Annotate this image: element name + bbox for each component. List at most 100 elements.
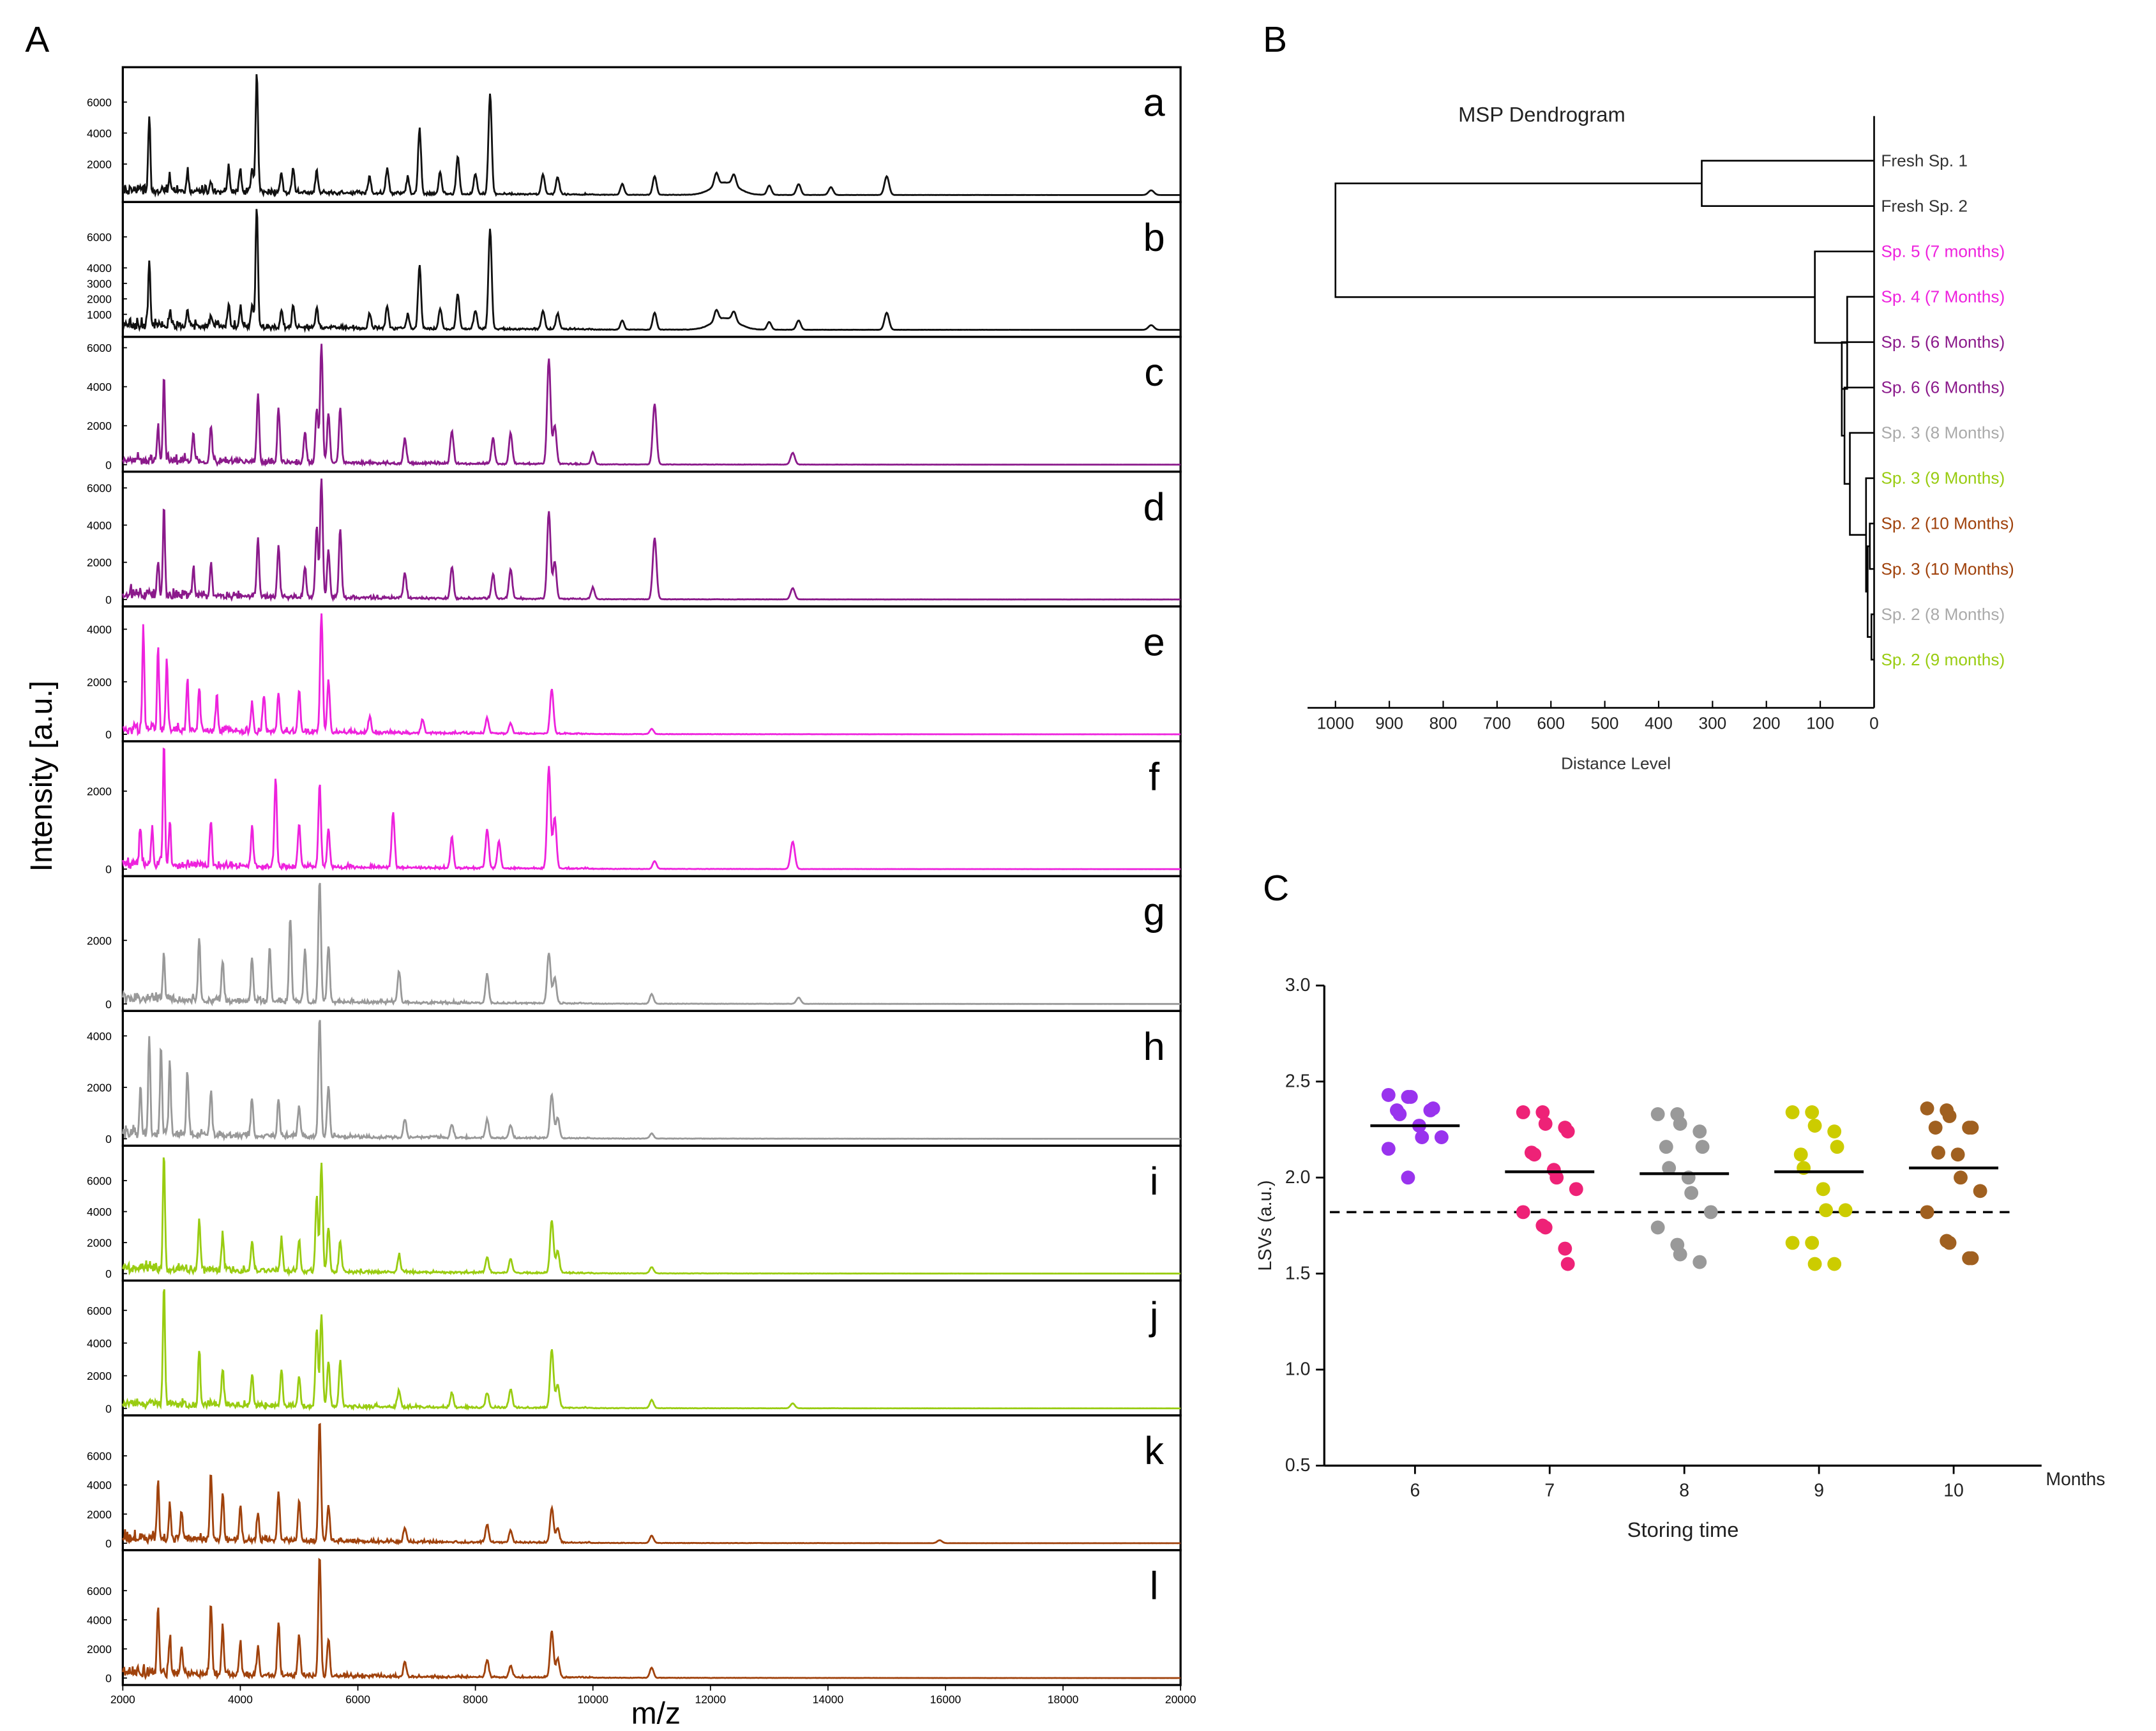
spectrum-letter: j <box>1149 1294 1159 1338</box>
dendrogram-leaf-label: Sp. 6 (6 Months) <box>1881 378 2005 397</box>
spectrum-y-tick-label: 2000 <box>87 1643 112 1656</box>
scatter-y-axis-label: LSVs (a.u.) <box>1255 1180 1276 1271</box>
dendrogram-leaf-label: Sp. 5 (6 Months) <box>1881 333 2005 352</box>
scatter-x-tick-label: 8 <box>1679 1480 1689 1500</box>
scatter-y-tick-label: 1.0 <box>1285 1359 1311 1380</box>
spectrum-y-tick-label: 6000 <box>87 96 112 109</box>
spectrum-y-tick-label: 2000 <box>87 934 112 947</box>
scatter-point <box>1684 1186 1699 1200</box>
spectrum-y-tick-label: 1000 <box>87 308 112 321</box>
scatter-point <box>1535 1105 1550 1119</box>
dendrogram-x-tick-label: 200 <box>1753 713 1781 732</box>
spectrum-i: 0 2000 4000 6000 i <box>87 1144 1182 1282</box>
spectrum-y-tick-label: 4000 <box>87 519 112 532</box>
spectrum-frame <box>121 1009 1182 1147</box>
spectra-x-tick-label: 8000 <box>463 1693 488 1705</box>
scatter-point <box>1560 1124 1575 1138</box>
scatter-x-tick-label: 10 <box>1943 1480 1964 1500</box>
scatter-y-tick-label: 0.5 <box>1285 1455 1311 1476</box>
dendrogram-x-tick-label: 400 <box>1645 713 1673 732</box>
dendrogram-x-axis-label: Distance Level <box>1561 754 1671 773</box>
spectra-x-tick-label: 16000 <box>930 1693 961 1705</box>
scatter-y-tick-label: 1.5 <box>1285 1263 1311 1283</box>
panel-label-c: C <box>1263 868 1289 909</box>
spectra-x-tick-label: 12000 <box>695 1693 727 1705</box>
scatter-point <box>1392 1107 1407 1121</box>
spectrum-b: 1000 2000 3000 4000 6000 b <box>87 200 1182 338</box>
scatter-point <box>1434 1130 1449 1145</box>
spectrum-k: 0 2000 4000 6000 k <box>87 1414 1182 1552</box>
spectrum-frame <box>121 200 1182 338</box>
spectrum-letter: k <box>1144 1429 1164 1472</box>
scatter-x-tick-label: 9 <box>1814 1480 1824 1500</box>
dendrogram-branch <box>1841 296 1874 390</box>
spectrum-y-tick-label: 2000 <box>87 676 112 688</box>
spectrum-y-tick-label: 0 <box>105 863 112 876</box>
spectrum-y-tick-label: 6000 <box>87 1450 112 1463</box>
dendrogram-branch <box>1867 545 1872 638</box>
dendrogram-panel: MSP Dendrogram Fresh Sp. 1 Fresh Sp. 2 Sp.… <box>1308 102 2014 773</box>
scatter-point <box>1793 1147 1808 1162</box>
dendrogram-title: MSP Dendrogram <box>1458 102 1625 126</box>
scatter-point <box>1805 1105 1820 1119</box>
spectrum-trace <box>121 747 1181 872</box>
dendrogram-leaf-label: Sp. 3 (10 Months) <box>1881 559 2014 578</box>
dendrogram-branch <box>1701 160 1874 208</box>
scatter-x-axis-label: Storing time <box>1627 1518 1739 1541</box>
spectrum-y-tick-label: 0 <box>105 1537 112 1550</box>
dendrogram-branch <box>1843 386 1874 485</box>
spectrum-y-tick-label: 4000 <box>87 1030 112 1043</box>
scatter-point <box>1819 1203 1833 1218</box>
scatter-point <box>1401 1170 1415 1185</box>
scatter-group-8 <box>1650 1107 1718 1269</box>
scatter-point <box>1807 1119 1822 1133</box>
spectra-stack: 2000 4000 6000 a 1000 2000 3000 4000 6000 b 0 2000 4… <box>87 66 1182 1686</box>
spectrum-y-tick-label: 6000 <box>87 1175 112 1188</box>
spectrum-frame <box>121 66 1182 204</box>
spectrum-j: 0 2000 4000 6000 j <box>87 1279 1182 1417</box>
dendrogram-x-tick-label: 600 <box>1537 713 1565 732</box>
dendrogram-leaf-label: Sp. 2 (10 Months) <box>1881 514 2014 533</box>
scatter-point <box>1785 1105 1800 1119</box>
dendrogram-leaf-label: Sp. 2 (8 Months) <box>1881 605 2005 624</box>
scatter-point <box>1838 1203 1853 1218</box>
spectrum-trace <box>121 882 1181 1007</box>
spectrum-f: 0 2000 f <box>87 740 1182 877</box>
scatter-group-9 <box>1785 1105 1853 1271</box>
spectrum-y-tick-label: 2000 <box>87 785 112 798</box>
spectrum-y-tick-label: 0 <box>105 1672 112 1685</box>
spectrum-y-tick-label: 0 <box>105 458 112 471</box>
dendrogram-branch <box>1334 182 1815 298</box>
dendrogram-x-ticks: 1000 900 800 700 600 500 400 300 200 100 0 <box>1317 700 1879 732</box>
dendrogram-leaf-label: Sp. 4 (7 Months) <box>1881 287 2005 306</box>
spectrum-y-tick-label: 4000 <box>87 127 112 140</box>
scatter-point <box>1650 1107 1665 1121</box>
spectra-x-tick-label: 14000 <box>813 1693 844 1705</box>
spectrum-trace <box>122 209 1181 333</box>
spectrum-y-tick-label: 2000 <box>87 556 112 569</box>
spectrum-trace <box>121 1020 1181 1142</box>
spectrum-e: 0 2000 4000 e <box>87 605 1182 743</box>
scatter-point <box>1807 1257 1822 1271</box>
spectrum-trace <box>121 478 1181 602</box>
scatter-point <box>1785 1236 1800 1250</box>
spectrum-trace <box>122 344 1181 467</box>
scatter-point <box>1942 1236 1957 1250</box>
spectrum-letter: f <box>1149 755 1160 798</box>
spectrum-y-tick-label: 2000 <box>87 420 112 432</box>
spectrum-y-tick-label: 0 <box>105 1267 112 1280</box>
scatter-point <box>1920 1205 1934 1220</box>
spectrum-trace <box>121 1557 1181 1681</box>
scatter-point <box>1560 1257 1575 1271</box>
spectra-y-axis-label: Intensity [a.u.] <box>24 681 59 872</box>
spectrum-y-tick-label: 4000 <box>87 1479 112 1492</box>
dendrogram-x-tick-label: 500 <box>1591 713 1619 732</box>
spectrum-trace <box>121 74 1181 198</box>
scatter-point <box>1827 1257 1842 1271</box>
spectrum-y-tick-label: 0 <box>105 593 112 606</box>
spectrum-y-tick-label: 3000 <box>87 277 112 290</box>
dendrogram-leaves: Fresh Sp. 1 Fresh Sp. 2 Sp. 5 (7 months) Sp… <box>1881 151 2014 669</box>
spectrum-y-tick-label: 4000 <box>87 1614 112 1626</box>
